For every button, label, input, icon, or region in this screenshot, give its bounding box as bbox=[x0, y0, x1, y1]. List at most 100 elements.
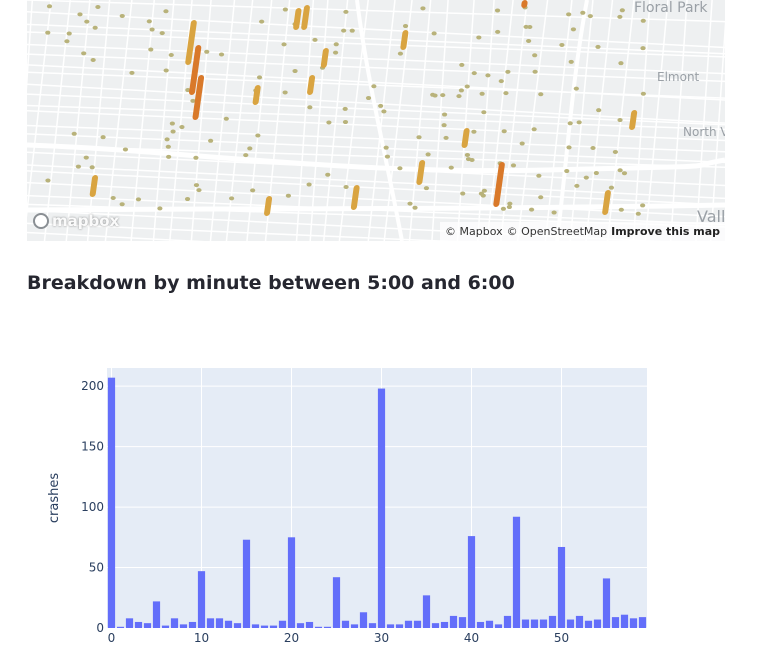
map-street bbox=[516, 0, 549, 241]
bar-minute-51[interactable] bbox=[566, 619, 575, 628]
bar-minute-9[interactable] bbox=[188, 621, 197, 628]
bar-minute-27[interactable] bbox=[350, 624, 359, 628]
bar-minute-57[interactable] bbox=[620, 614, 629, 628]
crash-point bbox=[528, 207, 535, 212]
bar-minute-42[interactable] bbox=[485, 620, 494, 628]
bar-minute-45[interactable] bbox=[512, 516, 521, 628]
bar-minute-32[interactable] bbox=[395, 624, 404, 628]
crash-point bbox=[218, 52, 225, 57]
y-tick-label: 200 bbox=[81, 379, 104, 393]
crash-point bbox=[617, 14, 623, 19]
bar-minute-37[interactable] bbox=[440, 621, 449, 628]
bar-minute-13[interactable] bbox=[224, 620, 233, 628]
crash-point bbox=[149, 27, 155, 32]
bar-minute-39[interactable] bbox=[458, 617, 467, 628]
bar-minute-18[interactable] bbox=[269, 625, 278, 628]
bar-minute-10[interactable] bbox=[197, 571, 206, 628]
crash-point bbox=[527, 24, 533, 29]
map-street bbox=[383, 0, 413, 241]
bar-minute-16[interactable] bbox=[251, 624, 260, 628]
bar-minute-38[interactable] bbox=[449, 615, 458, 628]
bar-minute-47[interactable] bbox=[530, 619, 539, 628]
crash-point bbox=[407, 201, 413, 206]
crash-point bbox=[574, 183, 580, 188]
bar-minute-59[interactable] bbox=[638, 617, 647, 628]
crash-point bbox=[378, 103, 384, 108]
crash-point bbox=[166, 154, 172, 159]
bar-minute-3[interactable] bbox=[134, 621, 143, 628]
bar-minute-35[interactable] bbox=[422, 595, 431, 628]
crash-point bbox=[621, 171, 628, 176]
bar-minute-14[interactable] bbox=[233, 623, 242, 628]
bar-minute-1[interactable] bbox=[116, 626, 125, 628]
map-canvas[interactable] bbox=[27, 0, 725, 241]
bar-minute-33[interactable] bbox=[404, 620, 413, 628]
map-place-label: North V bbox=[683, 125, 725, 139]
bar-minute-6[interactable] bbox=[161, 625, 170, 628]
crash-point bbox=[503, 91, 509, 96]
crash-column bbox=[521, 0, 528, 8]
crash-point bbox=[551, 210, 557, 215]
crashes-by-minute-chart[interactable]: 0 50 100 150 200 0 10 20 30 40 50 crashes bbox=[0, 355, 758, 650]
bar-minute-58[interactable] bbox=[629, 618, 638, 628]
crash-column bbox=[416, 160, 426, 185]
bar-minute-30[interactable] bbox=[377, 388, 386, 628]
attribution-mapbox-link[interactable]: © Mapbox bbox=[445, 225, 503, 238]
crash-point bbox=[476, 35, 482, 40]
bar-minute-11[interactable] bbox=[206, 618, 215, 628]
crash-point bbox=[465, 157, 472, 162]
crash-point bbox=[193, 183, 200, 188]
bar-minute-23[interactable] bbox=[314, 626, 323, 628]
crash-point bbox=[420, 6, 426, 11]
bar-minute-4[interactable] bbox=[143, 623, 152, 628]
crash-point bbox=[71, 131, 77, 136]
crash-point bbox=[307, 105, 313, 110]
bar-minute-24[interactable] bbox=[323, 626, 332, 628]
bar-minute-40[interactable] bbox=[467, 536, 476, 628]
bar-minute-53[interactable] bbox=[584, 620, 593, 628]
bar-minute-48[interactable] bbox=[539, 619, 548, 628]
crash-point bbox=[169, 121, 175, 126]
bar-minute-52[interactable] bbox=[575, 615, 584, 628]
bar-minute-44[interactable] bbox=[503, 615, 512, 628]
bar-minute-22[interactable] bbox=[305, 621, 314, 628]
bar-minute-25[interactable] bbox=[332, 577, 341, 628]
bar-minute-5[interactable] bbox=[152, 601, 161, 628]
improve-map-link[interactable]: Improve this map bbox=[611, 225, 720, 238]
attribution-osm-link[interactable]: © OpenStreetMap bbox=[506, 225, 608, 238]
mapbox-logo[interactable]: mapbox bbox=[33, 212, 119, 230]
crash-point bbox=[282, 90, 288, 95]
bar-minute-49[interactable] bbox=[548, 615, 557, 628]
crash-map[interactable]: Floral Park Elmont North V Vall mapbox ©… bbox=[27, 0, 725, 241]
bar-minute-43[interactable] bbox=[494, 624, 503, 628]
bar-minute-20[interactable] bbox=[287, 537, 296, 628]
bar-minute-12[interactable] bbox=[215, 618, 224, 628]
bar-minute-36[interactable] bbox=[431, 623, 440, 628]
bar-minute-56[interactable] bbox=[611, 617, 620, 628]
bar-minute-34[interactable] bbox=[413, 620, 422, 628]
bar-minute-15[interactable] bbox=[242, 539, 251, 628]
bar-minute-28[interactable] bbox=[359, 612, 368, 628]
bar-minute-21[interactable] bbox=[296, 623, 305, 628]
bar-minute-2[interactable] bbox=[125, 618, 134, 628]
map-street bbox=[27, 181, 725, 218]
bar-minute-17[interactable] bbox=[260, 625, 269, 628]
bar-minute-0[interactable] bbox=[107, 377, 116, 628]
bar-minute-19[interactable] bbox=[278, 620, 287, 628]
bar-minute-29[interactable] bbox=[368, 623, 377, 628]
bar-minute-41[interactable] bbox=[476, 621, 485, 628]
crash-point bbox=[163, 9, 169, 14]
bar-minute-54[interactable] bbox=[593, 619, 602, 628]
bar-minute-55[interactable] bbox=[602, 578, 611, 628]
y-tick-label: 0 bbox=[96, 621, 104, 635]
crash-point bbox=[146, 19, 152, 24]
bar-minute-46[interactable] bbox=[521, 619, 530, 628]
bar-minute-31[interactable] bbox=[386, 624, 395, 628]
bar-minute-50[interactable] bbox=[557, 546, 566, 628]
crash-point bbox=[185, 88, 191, 93]
crash-point bbox=[243, 153, 249, 158]
bar-minute-26[interactable] bbox=[341, 620, 350, 628]
bar-minute-7[interactable] bbox=[170, 618, 179, 628]
crash-point bbox=[510, 163, 517, 168]
bar-minute-8[interactable] bbox=[179, 624, 188, 628]
